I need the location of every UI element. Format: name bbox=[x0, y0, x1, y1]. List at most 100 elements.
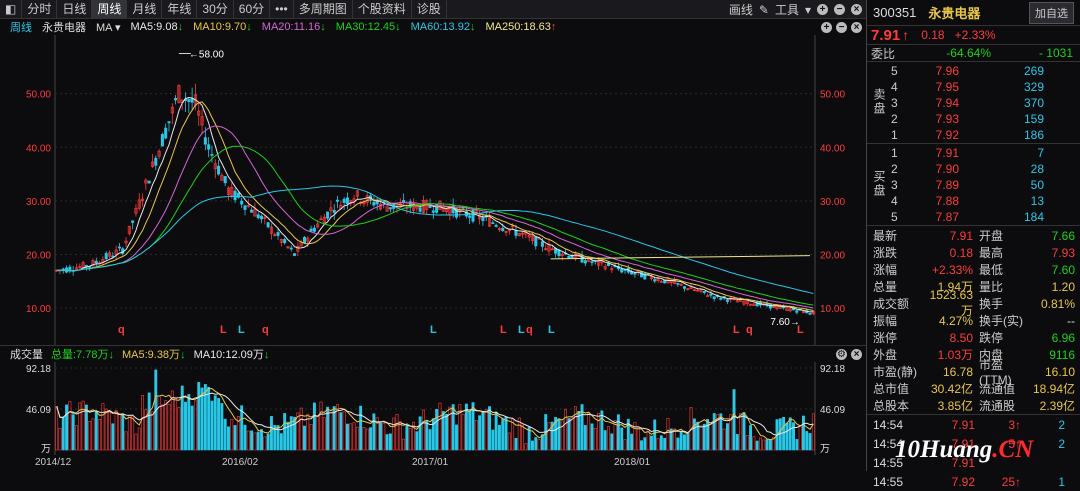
stat-key: 振幅 bbox=[873, 314, 898, 328]
candle-body bbox=[302, 237, 306, 243]
vol-settings-icon[interactable]: ⚙ bbox=[836, 348, 847, 360]
volume-bar bbox=[683, 434, 686, 451]
stat-value: 4.27% bbox=[938, 313, 973, 328]
volume-bar bbox=[131, 415, 135, 451]
quote-header: 300351 永贵电器 加自选 bbox=[867, 0, 1080, 26]
tab-8[interactable]: 多周期图 bbox=[294, 0, 353, 19]
zoom-in-icon[interactable]: + bbox=[817, 4, 828, 15]
tab-1[interactable]: 日线 bbox=[57, 0, 93, 19]
buy-level[interactable]: 1 7.91 7 bbox=[867, 145, 1080, 161]
volume-bar bbox=[580, 404, 584, 451]
tab-2[interactable]: 周线 bbox=[92, 0, 128, 19]
buy-level[interactable]: 5 7.87 184 bbox=[867, 209, 1080, 225]
candle-body bbox=[352, 198, 356, 202]
sell-level[interactable]: 3 7.94 370 bbox=[867, 95, 1080, 111]
event-flag: L bbox=[220, 324, 227, 336]
volume-bar bbox=[78, 402, 82, 451]
close-icon[interactable]: × bbox=[851, 4, 862, 15]
volume-bar bbox=[438, 402, 442, 451]
volume-bar bbox=[686, 433, 690, 451]
candle-body bbox=[342, 198, 346, 203]
volume-chart[interactable]: 92.18 92.18 46.09 46.09 万 万 bbox=[0, 362, 866, 455]
candle-body bbox=[286, 246, 290, 249]
stat-row: 总股本 3.85亿 流通股 2.39亿 bbox=[867, 397, 1080, 414]
tab-0[interactable]: 分时 bbox=[22, 0, 58, 19]
volume-bar bbox=[276, 425, 280, 451]
candle-body bbox=[332, 210, 336, 213]
buy-level[interactable]: 2 7.90 28 bbox=[867, 161, 1080, 177]
price-line: 7.91 ↑ 0.18 +2.33% bbox=[867, 26, 1080, 45]
sell-level[interactable]: 2 7.93 159 bbox=[867, 111, 1080, 127]
watermark-suffix: .CN bbox=[992, 436, 1034, 463]
candle-body bbox=[524, 232, 528, 235]
stats-table: 最新 7.91 开盘 7.66 涨跌 0.18 最高 7.93 涨幅 +2.33% 最低 7.60 总量… bbox=[867, 226, 1080, 415]
candle-body bbox=[749, 303, 753, 306]
candle-body bbox=[177, 85, 181, 104]
y-tick-label: 20.00 bbox=[26, 251, 51, 262]
volume-bar bbox=[649, 435, 653, 451]
stock-label: 永贵电器 bbox=[42, 22, 86, 34]
volume-bar bbox=[801, 415, 805, 451]
volume-bar bbox=[312, 402, 316, 451]
draw-line-button[interactable]: 画线 bbox=[728, 3, 753, 17]
volume-bar bbox=[597, 412, 601, 451]
candle-body bbox=[682, 286, 686, 289]
tab-10[interactable]: 诊股 bbox=[412, 0, 447, 19]
ma-line bbox=[56, 96, 814, 313]
sidebar-toggle-icon[interactable]: ◧ bbox=[0, 0, 23, 19]
tools-button[interactable]: 工具 bbox=[774, 3, 799, 17]
kline-chart[interactable]: 50.00 50.00 40.00 40.00 30.00 30.00 20.00 20.00… bbox=[0, 35, 866, 345]
level-volume: 7 bbox=[1037, 146, 1044, 160]
stat-row: 涨停 8.50 跌停 6.96 bbox=[867, 329, 1080, 346]
tick-price: 7.91 bbox=[951, 455, 975, 470]
tab-6[interactable]: 60分 bbox=[234, 0, 271, 19]
price-change: 0.18 bbox=[921, 28, 945, 42]
ma-select[interactable]: MA ▾ bbox=[96, 21, 121, 34]
tab-4[interactable]: 年线 bbox=[162, 0, 198, 19]
stat-key: 涨幅 bbox=[873, 263, 898, 277]
volume-bar bbox=[521, 424, 525, 451]
candle-body bbox=[643, 273, 647, 280]
volume-bar bbox=[626, 418, 630, 451]
weicha-value: - 1031 bbox=[1038, 46, 1073, 60]
ma-items: MA5:9.08↓ MA10:9.70↓ MA20:11.16↓ MA30:12.45… bbox=[130, 21, 556, 33]
candle-body bbox=[725, 299, 729, 302]
ma-zoom-out-icon[interactable]: − bbox=[836, 21, 847, 33]
ma-zoom-in-icon[interactable]: + bbox=[821, 21, 832, 33]
last-price: 7.91 bbox=[871, 26, 901, 44]
event-flag: q bbox=[746, 324, 753, 336]
buy-level[interactable]: 3 7.89 50 bbox=[867, 177, 1080, 193]
sell-level[interactable]: 1 7.92 186 bbox=[867, 127, 1080, 143]
volume-bar bbox=[557, 418, 561, 451]
add-watchlist-button[interactable]: 加自选 bbox=[1029, 1, 1074, 24]
volume-bar bbox=[679, 431, 683, 451]
candle-body bbox=[679, 283, 683, 286]
vol-tick-label: 92.18 bbox=[26, 364, 51, 375]
candle-body bbox=[124, 240, 128, 244]
tab-7[interactable]: ••• bbox=[270, 0, 294, 19]
sell-level[interactable]: 5 7.96 269 bbox=[867, 63, 1080, 79]
candle-body bbox=[669, 280, 673, 283]
zoom-out-icon[interactable]: − bbox=[834, 4, 845, 15]
volume-bar bbox=[653, 419, 657, 451]
volume-bar bbox=[55, 406, 59, 451]
candle-body bbox=[706, 295, 710, 297]
volume-bar bbox=[362, 426, 366, 451]
y-tick-label: 50.00 bbox=[26, 90, 51, 101]
vol-close-icon[interactable]: × bbox=[851, 348, 862, 360]
volume-bar bbox=[537, 439, 541, 451]
candle-body bbox=[527, 235, 531, 238]
volume-bar bbox=[187, 394, 191, 451]
volume-bar bbox=[392, 417, 396, 451]
volume-bar bbox=[365, 428, 369, 451]
sell-level[interactable]: 4 7.95 329 bbox=[867, 79, 1080, 95]
volume-bar bbox=[514, 438, 518, 451]
tab-3[interactable]: 月线 bbox=[127, 0, 163, 19]
tab-5[interactable]: 30分 bbox=[197, 0, 234, 19]
ma-close-icon[interactable]: × bbox=[851, 21, 862, 33]
stat-key: 最高 bbox=[979, 246, 1004, 260]
candle-body bbox=[246, 205, 250, 208]
tab-9[interactable]: 个股资料 bbox=[353, 0, 412, 19]
buy-level[interactable]: 4 7.88 13 bbox=[867, 193, 1080, 209]
candle-body bbox=[610, 268, 614, 271]
